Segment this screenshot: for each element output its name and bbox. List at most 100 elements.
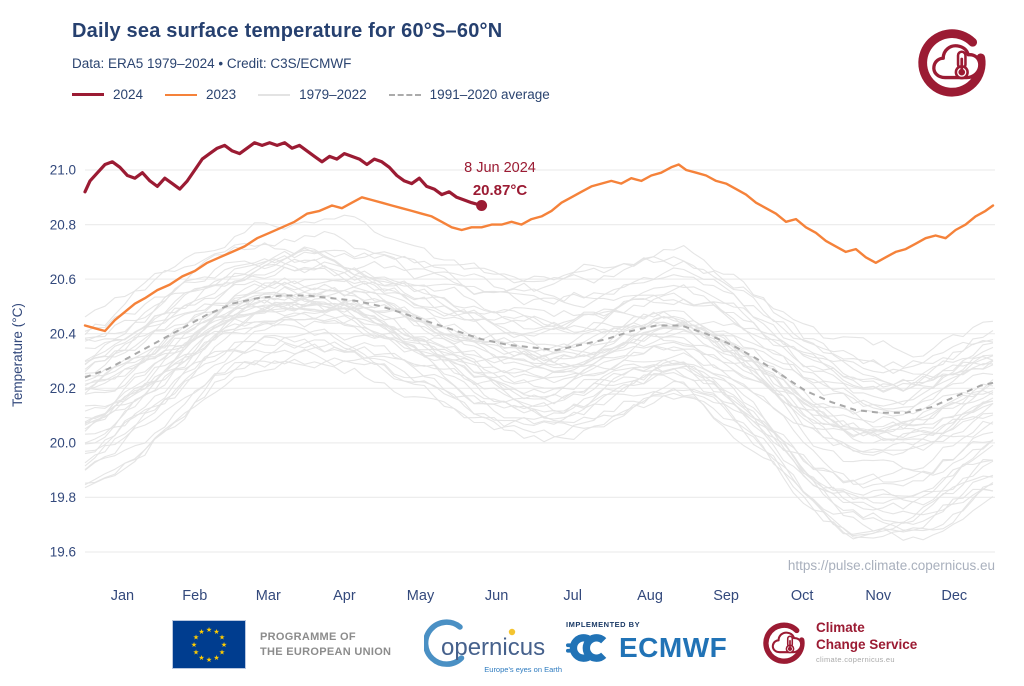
legend-item-2023[interactable]: 2023 bbox=[165, 87, 236, 102]
climate-change-service-logo[interactable]: Climate Change Service climate.copernicu… bbox=[760, 618, 917, 666]
eu-star-icon: ★ bbox=[191, 641, 197, 649]
hist-year-line bbox=[84, 336, 994, 524]
eu-star-icon: ★ bbox=[193, 648, 199, 656]
eu-star-icon: ★ bbox=[213, 654, 219, 662]
climate-pulse-logo-icon bbox=[918, 29, 986, 97]
eu-star-icon: ★ bbox=[193, 633, 199, 641]
annotation-value: 20.87°C bbox=[473, 182, 528, 199]
legend-label-2024: 2024 bbox=[113, 87, 144, 102]
annotation-date: 8 Jun 2024 bbox=[464, 160, 536, 176]
ecmwf-icon bbox=[566, 634, 607, 662]
x-tick-label: Jun bbox=[485, 588, 508, 604]
legend-item-1991-2020-average[interactable]: 1991–2020 average bbox=[388, 87, 550, 102]
eu-star-icon: ★ bbox=[198, 628, 204, 636]
ccs-text: Climate Change Service bbox=[816, 619, 918, 652]
ecmwf-word: ECMWF bbox=[619, 632, 728, 663]
x-tick-label: Sep bbox=[713, 588, 739, 604]
copernicus-logo[interactable]: opernicus Europe's eyes on Earth bbox=[422, 618, 564, 678]
sst-line-chart: 21.0 20.8 20.6 20.4 20.2 20.0 19.8 19.6 Tempera… bbox=[10, 141, 995, 604]
y-axis-tick-labels: 21.0 20.8 20.6 20.4 20.2 20.0 19.8 19.6 bbox=[50, 163, 77, 560]
hist-year-line bbox=[84, 336, 994, 539]
y-tick-label: 19.6 bbox=[50, 545, 76, 560]
hist-year-line bbox=[84, 302, 994, 503]
hist-year-line bbox=[84, 294, 994, 410]
x-axis-tick-labels: Jan Feb Mar Apr May Jun Jul Aug Sep Oct Nov Dec bbox=[111, 588, 967, 604]
hist-year-line bbox=[84, 292, 994, 442]
hist-year-line bbox=[84, 348, 994, 516]
hist-year-line bbox=[84, 339, 994, 541]
hist-year-line bbox=[84, 247, 994, 368]
series-2023-line[interactable] bbox=[83, 163, 995, 333]
x-tick-label: Apr bbox=[333, 588, 356, 604]
x-tick-label: Dec bbox=[941, 588, 967, 604]
x-tick-label: Jan bbox=[111, 588, 134, 604]
legend-swatch-2023 bbox=[165, 93, 198, 96]
hist-year-line bbox=[84, 214, 994, 386]
x-tick-label: May bbox=[407, 588, 435, 604]
eu-star-icon: ★ bbox=[219, 633, 225, 641]
x-tick-label: Feb bbox=[182, 588, 207, 604]
eu-star-icon: ★ bbox=[213, 628, 219, 636]
hist-year-line bbox=[84, 246, 994, 392]
legend-swatch-1979-2022 bbox=[258, 93, 291, 96]
hist-year-line bbox=[84, 300, 994, 437]
legend-label-2023: 2023 bbox=[206, 87, 237, 102]
legend-item-1979-2022[interactable]: 1979–2022 bbox=[258, 87, 367, 102]
copernicus-word: opernicus bbox=[441, 634, 545, 661]
hist-year-line bbox=[84, 357, 994, 532]
hist-year-line bbox=[84, 317, 994, 452]
hist-year-line bbox=[84, 250, 994, 374]
hist-year-line bbox=[84, 315, 994, 489]
hist-year-line bbox=[84, 358, 994, 540]
ccs-tagline: climate.copernicus.eu bbox=[816, 655, 895, 665]
copernicus-logo-icon: opernicus bbox=[422, 619, 545, 667]
y-tick-label: 20.0 bbox=[50, 436, 76, 451]
footer-logos: ★ ★ ★ ★ ★ ★ ★ ★ ★ ★ ★ ★ PROGRAMME OF THE EUROPEAN U… bbox=[0, 612, 1024, 686]
x-tick-label: Jul bbox=[563, 588, 582, 604]
eu-programme-logo[interactable]: ★ ★ ★ ★ ★ ★ ★ ★ ★ ★ ★ ★ PROGRAMME OF THE EUROPEAN U… bbox=[172, 620, 391, 669]
series-2024-line[interactable] bbox=[83, 141, 484, 208]
legend-swatch-2024 bbox=[72, 93, 104, 96]
eu-star-icon: ★ bbox=[206, 656, 212, 664]
x-tick-label: Nov bbox=[865, 588, 892, 604]
y-axis-title: Temperature (°C) bbox=[10, 303, 25, 407]
watermark-url: https://pulse.climate.copernicus.eu bbox=[788, 558, 995, 573]
latest-value-marker[interactable] bbox=[476, 200, 488, 211]
page-title: Daily sea surface temperature for 60°S–6… bbox=[72, 20, 503, 42]
ecmwf-logo[interactable]: IMPLEMENTED BY ECMWF bbox=[566, 620, 727, 664]
y-tick-label: 20.6 bbox=[50, 272, 76, 287]
chart-legend: 2024 2023 1979–2022 1991–2020 average bbox=[72, 87, 550, 102]
series-1991-2020-average-line[interactable] bbox=[84, 294, 994, 414]
eu-flag-icon: ★ ★★★★★★★★★★★ bbox=[172, 620, 246, 669]
chart-subtitle: Data: ERA5 1979–2024 • Credit: C3S/ECMWF bbox=[72, 56, 352, 71]
hist-year-line bbox=[84, 301, 994, 453]
x-tick-label: Mar bbox=[256, 588, 281, 604]
legend-label-1979-2022: 1979–2022 bbox=[299, 87, 367, 102]
hist-year-line bbox=[84, 316, 994, 504]
y-tick-label: 20.4 bbox=[50, 326, 77, 341]
y-tick-label: 21.0 bbox=[50, 163, 76, 178]
eu-programme-text: PROGRAMME OF THE EUROPEAN UNION bbox=[260, 630, 392, 658]
series-1979-2022-lines bbox=[84, 214, 994, 541]
y-tick-label: 19.8 bbox=[50, 490, 76, 505]
ccs-icon bbox=[763, 622, 805, 664]
hist-year-line bbox=[84, 230, 994, 358]
y-tick-label: 20.2 bbox=[50, 381, 76, 396]
legend-label-1991-2020-average: 1991–2020 average bbox=[429, 87, 550, 102]
hist-year-line bbox=[84, 255, 994, 392]
hist-year-line bbox=[84, 297, 994, 435]
hist-year-line bbox=[84, 299, 994, 443]
hist-year-line bbox=[84, 280, 994, 426]
hist-year-line bbox=[84, 278, 994, 433]
eu-star-icon: ★ bbox=[219, 648, 225, 656]
eu-star-icon: ★ bbox=[198, 654, 204, 662]
legend-item-2024[interactable]: 2024 bbox=[72, 87, 143, 102]
hist-year-line bbox=[84, 266, 994, 388]
eu-star-icon: ★ bbox=[221, 641, 227, 649]
climate-pulse-logo bbox=[912, 22, 992, 105]
x-tick-label: Aug bbox=[637, 588, 663, 604]
copernicus-tagline: Europe's eyes on Earth bbox=[484, 665, 562, 674]
hist-year-line bbox=[84, 305, 994, 456]
y-tick-label: 20.8 bbox=[50, 217, 76, 232]
hist-year-line bbox=[84, 275, 994, 393]
